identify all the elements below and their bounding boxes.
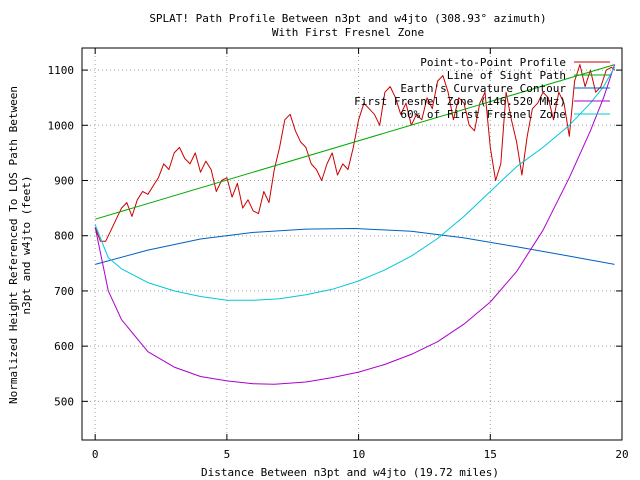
earth-curvature-contour-line [95, 228, 615, 265]
line-of-sight-path-line [95, 64, 615, 220]
x-axis-label: Distance Between n3pt and w4jto (19.72 m… [201, 466, 499, 479]
first-fresnel-zone-line [94, 64, 616, 385]
x-tick-label: 5 [224, 448, 231, 461]
point-to-point-profile-line [94, 64, 615, 242]
legend-line-of-sight-path-label: Line of Sight Path [447, 69, 566, 82]
y-tick-label: 900 [54, 175, 74, 188]
y-tick-label: 1100 [48, 64, 75, 77]
legend-sixty-percent-fresnel-zone-label: 60% of First Fresnel Zone [400, 108, 566, 121]
x-tick-label: 10 [352, 448, 365, 461]
y-axis-label-line-1: Normalized Height Referenced To LOS Path… [7, 86, 20, 404]
x-tick-label: 15 [484, 448, 497, 461]
legend-point-to-point-profile-label: Point-to-Point Profile [420, 56, 566, 69]
y-tick-label: 1000 [48, 119, 75, 132]
x-tick-label: 20 [615, 448, 628, 461]
axis-ticks: 0 5 10 15 20 500 600 700 800 900 1000 1100 [48, 48, 629, 461]
y-tick-label: 800 [54, 230, 74, 243]
sixty-percent-fresnel-zone-line [94, 67, 616, 301]
y-tick-label: 500 [54, 395, 74, 408]
chart-title: SPLAT! Path Profile Between n3pt and w4j… [149, 12, 546, 25]
y-axis-label-line-2: n3pt and w4jto (feet) [20, 175, 33, 314]
y-tick-label: 600 [54, 340, 74, 353]
chart-subtitle: With First Fresnel Zone [272, 26, 424, 39]
y-tick-label: 700 [54, 285, 74, 298]
series-layer [94, 64, 616, 385]
legend-earth-curvature-contour-label: Earth's Curvature Contour [400, 82, 566, 95]
plot-frame [81, 47, 623, 441]
legend-first-fresnel-zone-label: First Fresnel Zone (146.520 MHz) [354, 95, 566, 108]
x-tick-label: 0 [92, 448, 99, 461]
